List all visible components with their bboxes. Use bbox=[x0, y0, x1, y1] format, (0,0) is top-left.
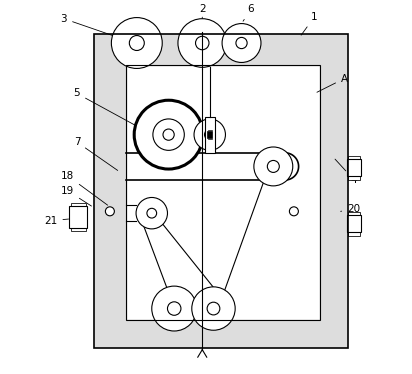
Bar bbox=[347, 159, 361, 176]
Circle shape bbox=[254, 147, 293, 186]
Circle shape bbox=[196, 36, 209, 50]
Bar bbox=[320, 34, 348, 348]
Text: 4: 4 bbox=[335, 159, 357, 184]
Circle shape bbox=[111, 18, 162, 68]
Circle shape bbox=[192, 287, 235, 330]
Circle shape bbox=[194, 119, 225, 150]
Circle shape bbox=[207, 302, 220, 315]
Bar bbox=[207, 131, 212, 138]
Bar bbox=[94, 34, 348, 348]
Circle shape bbox=[163, 129, 174, 140]
Circle shape bbox=[147, 208, 157, 218]
Bar bbox=[94, 34, 126, 348]
Circle shape bbox=[204, 129, 215, 140]
Text: A: A bbox=[317, 74, 348, 92]
Bar bbox=[94, 34, 348, 348]
Circle shape bbox=[136, 197, 167, 229]
Circle shape bbox=[222, 24, 261, 62]
Bar bbox=[204, 117, 215, 153]
Circle shape bbox=[153, 119, 184, 150]
Bar bbox=[126, 34, 320, 65]
Bar bbox=[347, 215, 361, 232]
Text: 6: 6 bbox=[243, 4, 254, 21]
Bar bbox=[126, 65, 320, 320]
Text: 5: 5 bbox=[74, 89, 136, 126]
Text: 21: 21 bbox=[44, 216, 68, 226]
Bar bbox=[349, 212, 360, 236]
Text: 2: 2 bbox=[199, 4, 206, 19]
Circle shape bbox=[267, 160, 279, 172]
Bar bbox=[349, 156, 360, 180]
Circle shape bbox=[236, 37, 247, 49]
Bar bbox=[126, 65, 320, 320]
Text: 1: 1 bbox=[301, 12, 318, 35]
Text: 20: 20 bbox=[341, 205, 360, 214]
Circle shape bbox=[152, 286, 197, 331]
Text: 7: 7 bbox=[74, 137, 118, 171]
Text: 3: 3 bbox=[61, 14, 115, 37]
Circle shape bbox=[289, 207, 298, 216]
Circle shape bbox=[129, 36, 144, 50]
Circle shape bbox=[178, 19, 227, 67]
Bar bbox=[70, 206, 87, 228]
Text: 18: 18 bbox=[61, 171, 108, 205]
Circle shape bbox=[105, 207, 115, 216]
Circle shape bbox=[134, 100, 203, 169]
Bar bbox=[71, 203, 86, 231]
Bar bbox=[94, 320, 348, 348]
Bar bbox=[126, 34, 320, 65]
Circle shape bbox=[167, 302, 181, 315]
Text: 19: 19 bbox=[61, 186, 91, 206]
